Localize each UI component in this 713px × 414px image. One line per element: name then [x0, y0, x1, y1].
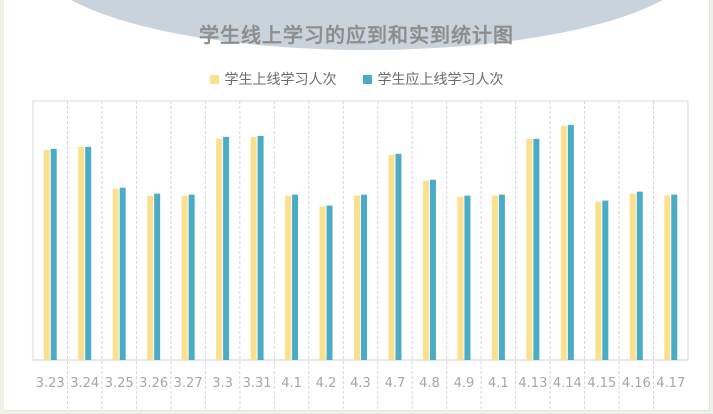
- x-tick-label: 4.7: [385, 376, 406, 391]
- bar-series-0-13[interactable]: [491, 195, 498, 360]
- bar-series-0-8[interactable]: [319, 206, 326, 360]
- x-tick-label: 4.17: [656, 376, 685, 391]
- bar-series-0-10[interactable]: [388, 154, 395, 360]
- bar-series-1-6[interactable]: [257, 135, 264, 360]
- bar-series-1-5[interactable]: [223, 136, 230, 360]
- bar-series-1-12[interactable]: [464, 195, 471, 360]
- bar-series-0-18[interactable]: [664, 195, 671, 360]
- bar-series-1-18[interactable]: [671, 194, 678, 360]
- legend-swatch-series-1: [362, 74, 372, 84]
- x-tick-label: 4.15: [587, 376, 616, 391]
- bar-series-1-15[interactable]: [567, 124, 574, 361]
- x-tick-label: 4.1: [488, 376, 509, 391]
- bar-series-1-9[interactable]: [361, 194, 367, 360]
- x-tick-label: 3.25: [105, 376, 134, 391]
- x-tick-label: 3.23: [36, 376, 65, 391]
- bar-series-0-3[interactable]: [147, 195, 154, 360]
- bar-series-1-17[interactable]: [636, 191, 643, 360]
- bar-series-1-16[interactable]: [602, 200, 609, 360]
- x-tick-label: 4.9: [454, 376, 475, 391]
- legend-label-series-0: 学生上线学习人次: [224, 72, 337, 88]
- bar-series-1-14[interactable]: [533, 138, 540, 360]
- x-tick-label: 4.3: [350, 376, 371, 391]
- bar-series-1-1[interactable]: [85, 146, 92, 360]
- x-tick-label: 3.24: [70, 376, 99, 391]
- bar-series-0-7[interactable]: [285, 195, 292, 360]
- bar-series-0-9[interactable]: [354, 195, 360, 360]
- bar-series-0-6[interactable]: [250, 136, 257, 360]
- bar-series-0-0[interactable]: [43, 149, 50, 360]
- chart-legend: 学生上线学习人次 学生应上线学习人次: [0, 69, 713, 89]
- legend-item-series-1[interactable]: 学生应上线学习人次: [362, 69, 504, 89]
- x-tick-label: 4.2: [316, 376, 337, 391]
- bar-series-1-3[interactable]: [154, 193, 161, 360]
- x-tick-label: 4.8: [419, 376, 440, 391]
- x-tick-label: 4.13: [518, 376, 547, 391]
- bar-series-0-17[interactable]: [629, 193, 636, 360]
- bar-series-1-4[interactable]: [188, 194, 195, 360]
- bar-series-0-16[interactable]: [595, 201, 602, 360]
- plot-frame: [32, 100, 689, 361]
- bar-series-0-12[interactable]: [457, 196, 464, 360]
- bar-series-0-4[interactable]: [181, 195, 188, 360]
- x-tick-label: 3.3: [212, 376, 233, 391]
- bar-series-1-11[interactable]: [429, 179, 436, 360]
- x-tick-label: 3.27: [174, 376, 203, 391]
- bar-series-1-7[interactable]: [292, 194, 299, 360]
- bar-series-1-0[interactable]: [50, 148, 57, 360]
- x-tick-label: 4.1: [281, 376, 302, 391]
- bar-series-0-2[interactable]: [112, 188, 119, 360]
- bar-series-0-15[interactable]: [560, 125, 567, 361]
- bar-series-0-11[interactable]: [422, 180, 429, 360]
- bar-series-0-5[interactable]: [216, 138, 223, 360]
- legend-label-series-1: 学生应上线学习人次: [377, 72, 504, 88]
- chart-title: 学生线上学习的应到和实到统计图: [199, 23, 514, 47]
- bar-series-1-13[interactable]: [498, 194, 505, 360]
- bar-series-1-2[interactable]: [119, 187, 126, 360]
- bar-series-1-8[interactable]: [326, 205, 333, 360]
- x-tick-label: 4.16: [622, 376, 651, 391]
- bar-series-1-10[interactable]: [395, 153, 402, 360]
- bar-series-0-14[interactable]: [526, 138, 533, 360]
- x-tick-label: 3.31: [243, 376, 272, 391]
- legend-item-series-0[interactable]: 学生上线学习人次: [209, 69, 337, 89]
- x-tick-label: 3.26: [139, 376, 168, 391]
- legend-swatch-series-0: [209, 74, 219, 84]
- x-tick-label: 4.14: [553, 376, 582, 391]
- bar-series-0-1[interactable]: [78, 146, 85, 360]
